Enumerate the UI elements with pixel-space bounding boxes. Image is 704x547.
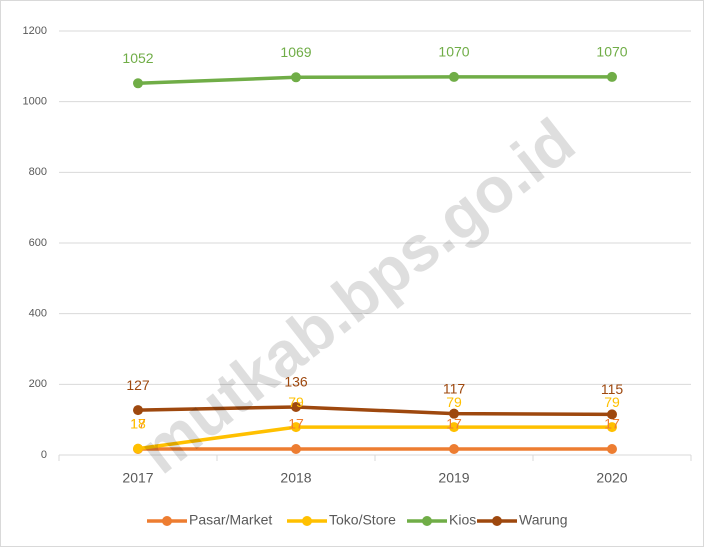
data-point xyxy=(291,72,301,83)
data-point xyxy=(607,443,617,454)
data-point xyxy=(449,71,459,82)
x-tick-label: 2017 xyxy=(122,470,153,486)
x-tick-label: 2018 xyxy=(280,470,311,486)
data-label: 117 xyxy=(443,380,466,396)
data-label: 1070 xyxy=(596,44,627,60)
legend-marker xyxy=(302,516,312,526)
data-point xyxy=(607,409,617,420)
series-line xyxy=(137,405,613,417)
data-label: 17 xyxy=(604,416,620,432)
data-label: 18 xyxy=(130,415,146,431)
data-label: 1069 xyxy=(280,44,311,60)
y-tick-label: 400 xyxy=(29,308,47,320)
legend-marker xyxy=(422,516,432,526)
legend-label: Pasar/Market xyxy=(189,512,272,528)
data-point xyxy=(449,408,459,419)
data-point xyxy=(607,71,617,82)
data-point xyxy=(291,422,301,433)
data-point xyxy=(291,443,301,454)
data-label: 17 xyxy=(130,416,146,432)
data-point xyxy=(291,401,301,412)
x-tick-label: 2020 xyxy=(596,470,627,486)
data-point xyxy=(449,422,459,433)
data-label: 79 xyxy=(604,394,620,410)
data-point xyxy=(133,443,143,454)
data-point xyxy=(133,78,143,89)
data-label: 79 xyxy=(446,394,462,410)
data-label: 79 xyxy=(288,394,304,410)
y-tick-label: 0 xyxy=(41,449,47,461)
data-label: 115 xyxy=(601,381,624,397)
data-label: 136 xyxy=(284,374,308,390)
legend-marker xyxy=(492,516,502,526)
data-point xyxy=(607,422,617,433)
data-point xyxy=(449,443,459,454)
y-tick-label: 600 xyxy=(29,237,47,249)
legend-label: Kios xyxy=(449,512,476,528)
x-tick-label: 2019 xyxy=(438,470,469,486)
y-tick-label: 200 xyxy=(29,378,47,390)
series-line xyxy=(137,425,612,451)
data-point xyxy=(133,405,143,416)
legend-marker xyxy=(162,516,172,526)
data-label: 127 xyxy=(126,377,150,393)
legend-label: Warung xyxy=(519,512,568,528)
y-tick-label: 800 xyxy=(29,166,47,178)
legend-label: Toko/Store xyxy=(329,512,396,528)
data-label: 1052 xyxy=(122,50,153,66)
data-label: 17 xyxy=(288,416,304,432)
data-label: 17 xyxy=(446,416,462,432)
data-label: 1070 xyxy=(438,44,469,60)
series-line xyxy=(137,75,612,86)
y-tick-label: 1200 xyxy=(23,25,47,37)
y-tick-label: 1000 xyxy=(23,96,47,108)
